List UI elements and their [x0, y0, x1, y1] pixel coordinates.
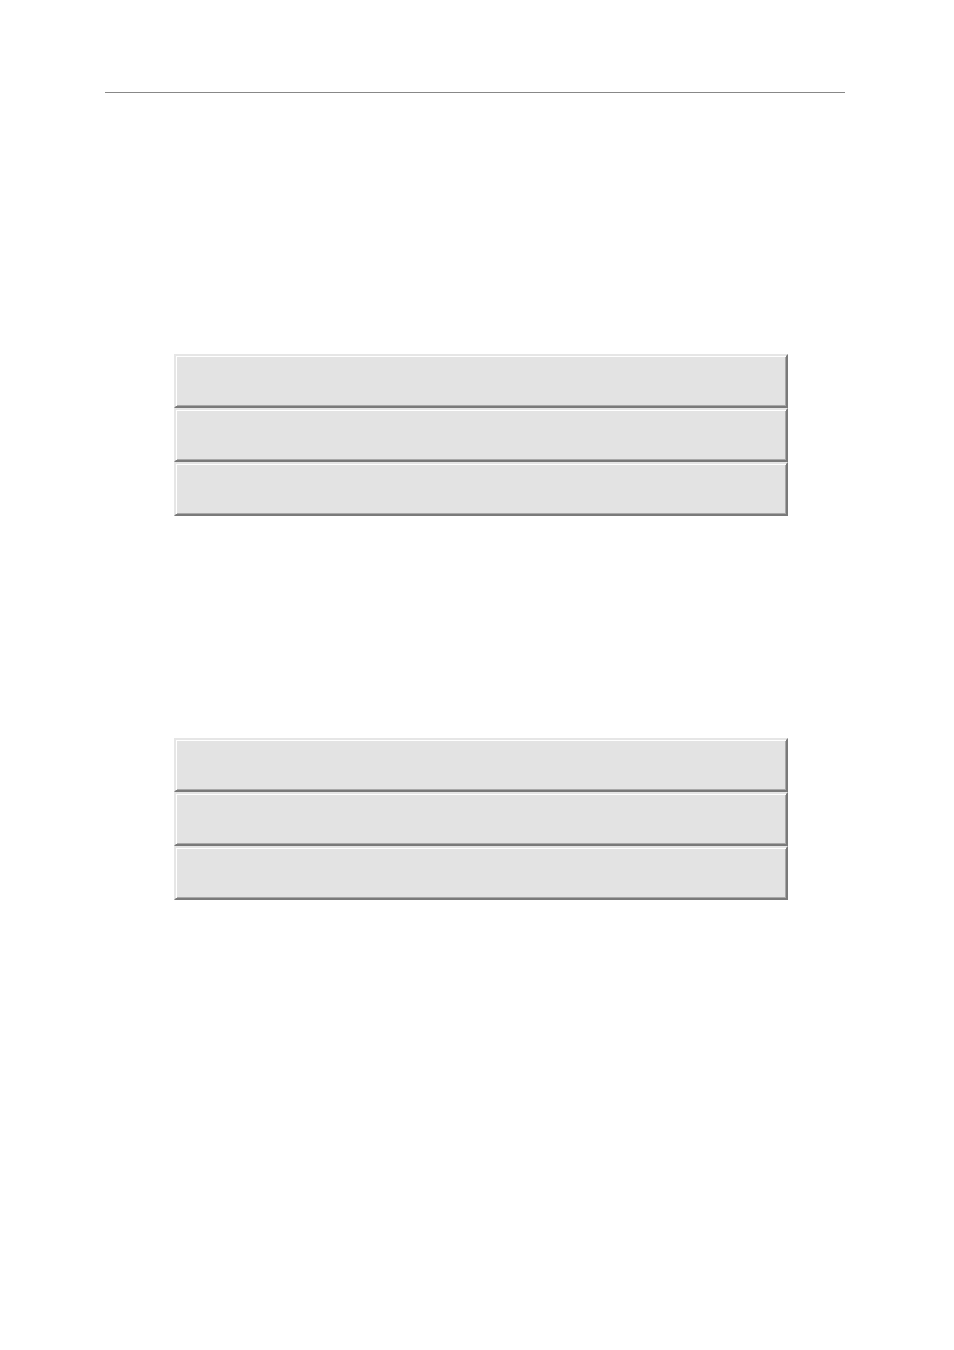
page-content — [105, 74, 845, 93]
table-2 — [174, 738, 788, 900]
table-row — [174, 408, 788, 462]
table-row — [174, 462, 788, 516]
header-rule — [105, 92, 845, 93]
table-row — [174, 738, 788, 792]
table-row — [174, 792, 788, 846]
table-row — [174, 354, 788, 408]
table-1 — [174, 354, 788, 516]
table-row — [174, 846, 788, 900]
